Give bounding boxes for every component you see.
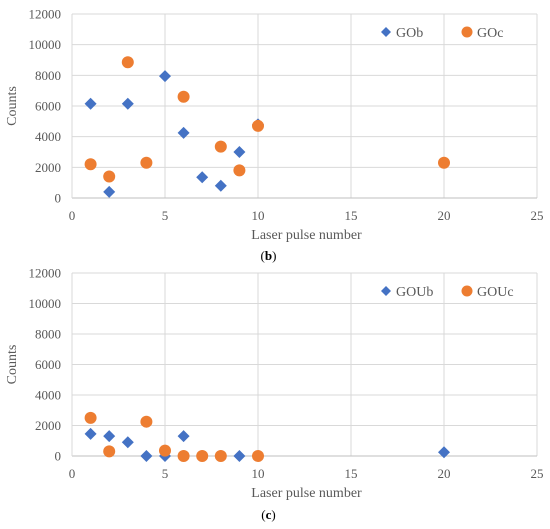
legend: GOUb GOUc: [381, 285, 514, 300]
gridlines: [72, 13, 538, 198]
x-tick-label: 0: [69, 466, 76, 481]
data-point-diamond: [84, 427, 97, 440]
data-point-diamond: [177, 126, 190, 139]
x-axis-title: Laser pulse number: [251, 486, 362, 501]
data-point-diamond: [103, 430, 116, 443]
y-axis-title: Counts: [5, 86, 20, 126]
x-tick-label: 5: [162, 208, 169, 223]
legend-marker-diamond: [381, 27, 391, 37]
y-tick-label: 0: [55, 191, 62, 206]
y-tick-label: 12000: [29, 266, 62, 281]
caption-letter: c: [266, 507, 272, 522]
data-point-circle: [159, 444, 171, 457]
data-point-circle: [140, 415, 153, 428]
legend-marker-diamond: [381, 286, 391, 296]
caption-open-paren: (: [261, 248, 265, 263]
data-point-circle: [121, 56, 134, 69]
legend-label: GOc: [477, 26, 503, 41]
caption-close-paren: ): [271, 507, 275, 522]
y-tick-label: 6000: [35, 357, 61, 372]
y-tick-label: 2000: [35, 418, 61, 433]
data-point-diamond: [159, 70, 171, 83]
caption-open-paren: (: [261, 507, 265, 522]
x-tick-label: 5: [162, 466, 169, 481]
data-point-diamond: [233, 450, 246, 462]
data-point-diamond: [196, 171, 209, 184]
legend-label: GOUb: [396, 285, 433, 300]
data-point-circle: [438, 156, 450, 169]
caption-letter: b: [265, 248, 272, 263]
x-axis-title: Laser pulse number: [251, 228, 362, 243]
data-point-diamond: [103, 185, 116, 198]
x-tick-label: 10: [252, 466, 265, 481]
x-tick-label: 10: [252, 208, 265, 223]
data-point-diamond: [233, 146, 246, 158]
y-tick-label: 4000: [35, 129, 61, 144]
legend-marker-circle: [461, 26, 473, 38]
data-point-circle: [252, 450, 264, 462]
data-point-circle: [103, 445, 116, 458]
data-point-circle: [140, 156, 153, 169]
data-point-circle: [252, 119, 264, 132]
data-point-circle: [84, 158, 97, 171]
data-point-diamond: [177, 430, 190, 443]
series-gouc: [84, 411, 264, 462]
series-goub: [84, 427, 450, 462]
y-tick-label: 10000: [29, 37, 62, 52]
panel-caption: (c): [261, 507, 275, 522]
legend-label: GOUc: [477, 285, 514, 300]
y-tick-label: 8000: [35, 68, 61, 83]
legend-marker-circle: [461, 285, 473, 297]
chart-panel-c: 0 2000 4000 6000 8000 10000 12000 0 5 10 15 20 25 Las…: [5, 266, 544, 523]
data-point-circle: [177, 90, 190, 103]
data-point-circle: [214, 450, 227, 462]
y-tick-label: 10000: [29, 296, 62, 311]
series-goc: [84, 56, 450, 183]
data-point-diamond: [121, 436, 134, 449]
x-tick-label: 25: [531, 466, 544, 481]
y-tick-label: 12000: [29, 7, 62, 22]
legend-label: GOb: [396, 26, 423, 41]
x-tick-label: 25: [531, 208, 544, 223]
y-tick-label: 8000: [35, 327, 61, 342]
data-point-diamond: [438, 446, 450, 459]
data-point-diamond: [214, 179, 227, 192]
data-point-diamond: [140, 450, 153, 462]
data-point-diamond: [121, 97, 134, 110]
x-tick-label: 20: [438, 466, 451, 481]
x-tick-label: 15: [345, 466, 358, 481]
caption-close-paren: ): [272, 248, 276, 263]
y-axis-title: Counts: [5, 345, 20, 385]
data-point-circle: [196, 450, 209, 462]
data-point-diamond: [84, 97, 97, 110]
data-point-circle: [214, 140, 227, 153]
legend: GOb GOc: [381, 26, 503, 41]
panel-caption: (b): [261, 248, 277, 263]
chart-panel-b: 0 2000 4000 6000 8000 10000 12000 0 5 10 15 20 25 Las…: [5, 7, 544, 264]
x-tick-label: 0: [69, 208, 76, 223]
y-tick-label: 2000: [35, 160, 61, 175]
data-point-circle: [84, 411, 97, 424]
gridlines: [72, 272, 538, 456]
x-tick-label: 15: [345, 208, 358, 223]
data-point-circle: [233, 164, 246, 177]
y-tick-label: 4000: [35, 388, 61, 403]
data-point-circle: [103, 170, 116, 183]
x-tick-label: 20: [438, 208, 451, 223]
y-tick-label: 6000: [35, 99, 61, 114]
y-tick-label: 0: [55, 449, 62, 464]
data-point-circle: [177, 450, 190, 462]
